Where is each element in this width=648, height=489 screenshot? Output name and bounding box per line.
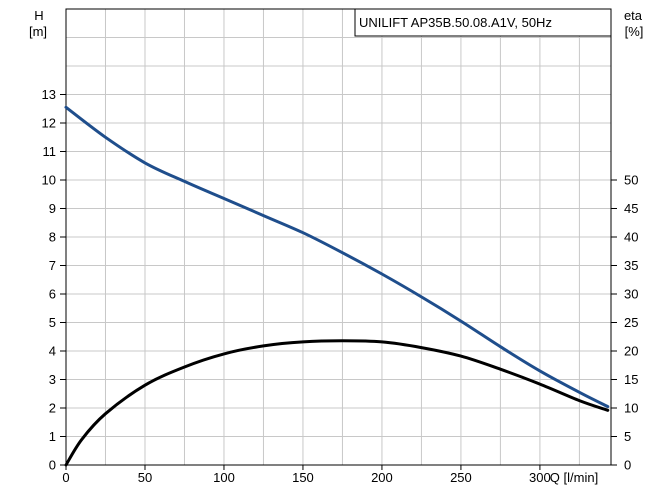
tick-label-x: 100 xyxy=(213,470,235,485)
left-axis-label-unit: [m] xyxy=(29,24,47,39)
right-axis-label-symbol: eta xyxy=(624,8,643,23)
head-curve xyxy=(64,105,610,409)
tick-label-left: 13 xyxy=(42,87,56,102)
x-axis-ticks: 0 50 100 150 200 250 300 xyxy=(62,465,551,485)
right-axis-ticks: 0 5 10 15 20 25 30 35 40 45 50 xyxy=(611,173,638,473)
tick-label-left: 10 xyxy=(42,173,56,188)
tick-label-right: 0 xyxy=(624,458,631,473)
tick-label-x: 150 xyxy=(292,470,314,485)
tick-label-left: 4 xyxy=(49,344,56,359)
tick-label-x: 200 xyxy=(371,470,393,485)
tick-label-left: 7 xyxy=(49,258,56,273)
tick-label-right: 45 xyxy=(624,201,638,216)
tick-label-x: 250 xyxy=(450,470,472,485)
tick-label-left: 12 xyxy=(42,116,56,131)
tick-label-right: 40 xyxy=(624,230,638,245)
tick-label-right: 50 xyxy=(624,173,638,188)
tick-label-right: 20 xyxy=(624,344,638,359)
tick-label-x: 50 xyxy=(138,470,152,485)
x-axis-label: Q [l/min] xyxy=(550,470,598,485)
tick-label-left: 1 xyxy=(49,429,56,444)
left-axis-label-symbol: H xyxy=(34,8,43,23)
tick-label-right: 10 xyxy=(624,401,638,416)
grid xyxy=(66,9,611,465)
tick-label-left: 2 xyxy=(49,401,56,416)
tick-label-left: 3 xyxy=(49,372,56,387)
series-group xyxy=(64,105,610,467)
chart-title: UNILIFT AP35B.50.08.A1V, 50Hz xyxy=(359,15,552,30)
tick-label-left: 8 xyxy=(49,230,56,245)
tick-label-left: 9 xyxy=(49,201,56,216)
tick-label-left: 6 xyxy=(49,287,56,302)
efficiency-curve xyxy=(64,339,610,467)
tick-label-left: 0 xyxy=(49,458,56,473)
tick-label-right: 30 xyxy=(624,287,638,302)
tick-label-x: 0 xyxy=(62,470,69,485)
tick-label-right: 35 xyxy=(624,258,638,273)
tick-label-right: 5 xyxy=(624,429,631,444)
tick-label-right: 25 xyxy=(624,315,638,330)
title-box xyxy=(354,8,612,37)
right-axis-label-unit: [%] xyxy=(625,24,644,39)
tick-label-left: 5 xyxy=(49,315,56,330)
tick-label-x: 300 xyxy=(529,470,551,485)
tick-label-right: 15 xyxy=(624,372,638,387)
tick-label-left: 11 xyxy=(43,144,57,159)
